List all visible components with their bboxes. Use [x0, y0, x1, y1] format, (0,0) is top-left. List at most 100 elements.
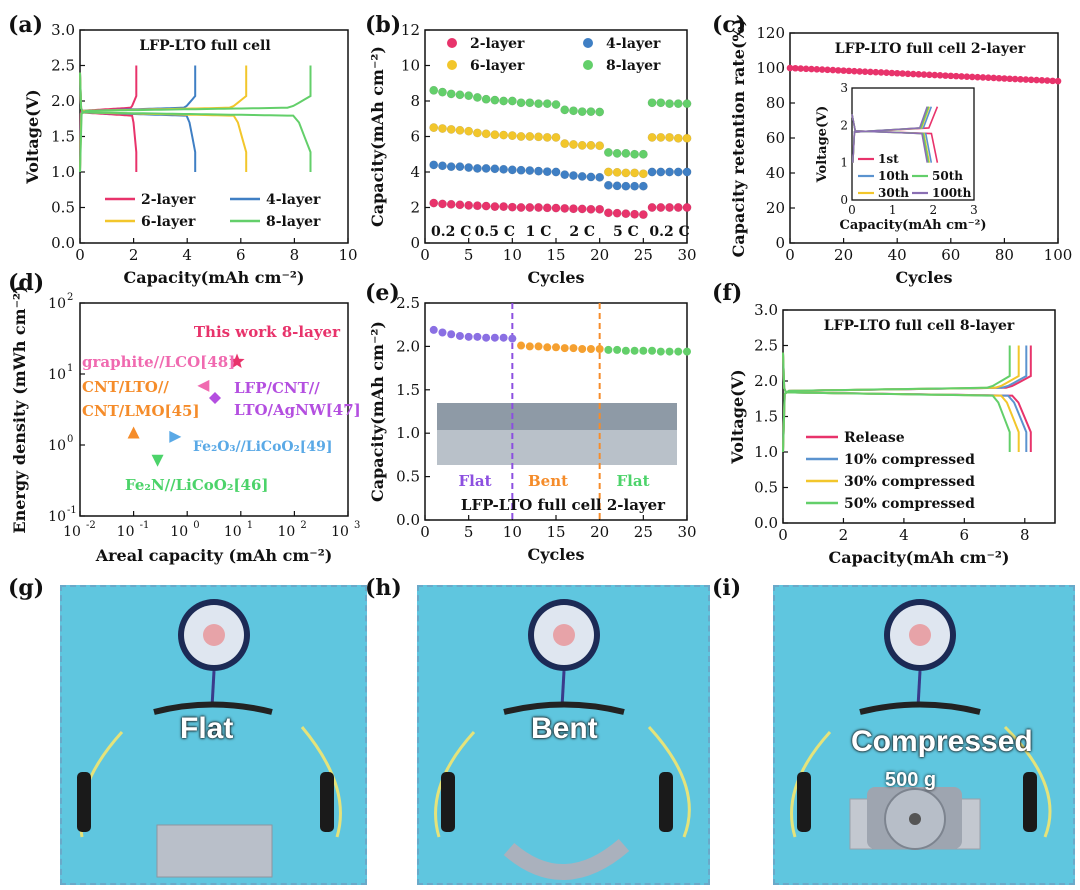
x-tick-label: 10 — [277, 524, 295, 540]
data-point-8-layer — [621, 148, 631, 158]
x-tick-label: 8 — [1020, 526, 1030, 544]
panel-label-g: (g) — [8, 575, 44, 601]
data-point-8-layer — [612, 148, 622, 158]
y-axis-label: Capacity retention rate(%) — [729, 19, 748, 258]
data-point-retention — [979, 74, 987, 81]
data-point-2-layer — [577, 204, 587, 214]
data-point-4-layer — [569, 171, 578, 181]
data-point — [447, 330, 456, 339]
point-label-1: LFP/CNT// — [234, 379, 320, 397]
plot-frame — [782, 309, 1056, 524]
y-tick-exponent: 1 — [67, 363, 73, 374]
x-tick-label: 25 — [634, 523, 653, 541]
inset-legend-label: 30th — [878, 186, 909, 200]
data-point-2-layer — [551, 203, 561, 213]
data-point-8-layer — [682, 99, 692, 109]
x-tick-label: 100 — [1044, 246, 1073, 264]
data-point — [464, 332, 473, 341]
x-tick-label: 10 — [338, 246, 357, 264]
inset-series-line-100th-charge — [852, 106, 928, 163]
x-tick-label: 6 — [236, 246, 246, 264]
data-point-4-layer — [464, 163, 474, 173]
data-point-4-layer — [612, 181, 622, 191]
chart-c: 0 20 40 60 80 100020406080100120CyclesCapacit… — [729, 19, 1072, 287]
data-point — [648, 346, 657, 355]
data-point-retention — [1011, 75, 1019, 83]
data-point-2-layer — [586, 204, 596, 214]
y-tick-exponent: 2 — [67, 292, 73, 303]
point-label-2: LTO/AgNW[47] — [234, 401, 361, 419]
data-point-retention — [974, 73, 981, 81]
data-point-8-layer — [472, 93, 482, 102]
fan-icon — [884, 599, 956, 671]
data-point-2-layer — [595, 204, 605, 214]
series-line-8-layer-discharge — [79, 72, 312, 172]
x-tick-label: 2 — [839, 526, 849, 544]
x-tick-label: 0 — [420, 523, 430, 541]
data-point-8-layer — [499, 96, 509, 106]
data-point-6-layer — [673, 133, 683, 143]
data-point-triangle — [127, 426, 140, 439]
data-point-2-layer — [429, 198, 439, 208]
data-point-6-layer — [612, 167, 622, 177]
x-tick-exponent: 3 — [354, 520, 360, 531]
data-point-retention — [926, 71, 933, 79]
data-point-retention — [952, 72, 960, 80]
x-tick-label: 60 — [941, 246, 960, 264]
panel-label-a: (a) — [8, 12, 43, 38]
x-axis-label: Capacity(mAh cm⁻²) — [124, 268, 305, 287]
data-point-retention — [851, 67, 858, 75]
data-point — [534, 342, 543, 351]
data-point — [683, 347, 691, 356]
photo-label-compressed: Compressed — [851, 725, 1033, 758]
data-point-6-layer — [621, 168, 631, 178]
y-tick-label: 8 — [410, 92, 420, 110]
data-point-diamond — [208, 391, 221, 404]
point-label: Fe₂N//LiCoO₂[46] — [125, 476, 269, 494]
data-point-8-layer — [647, 98, 657, 108]
photo-compressed: Compressed 500 g — [773, 585, 1075, 885]
data-point-6-layer — [490, 130, 500, 140]
inset-frame — [851, 87, 975, 201]
x-tick-exponent: -1 — [140, 520, 150, 531]
y-tick-label: 3.0 — [51, 21, 75, 39]
data-point-8-layer — [542, 99, 552, 109]
y-tick-label: 0.5 — [754, 479, 778, 497]
data-point-6-layer — [516, 132, 526, 141]
data-point-8-layer — [569, 106, 578, 116]
legend-swatch — [583, 60, 593, 70]
data-point-6-layer — [446, 124, 456, 134]
data-point-retention — [899, 70, 906, 77]
data-point-8-layer — [455, 90, 465, 100]
data-point — [674, 347, 683, 356]
data-point-retention — [834, 67, 842, 74]
data-point-6-layer — [525, 132, 535, 141]
x-tick-label: 10 — [63, 524, 81, 540]
x-tick-label: 10 — [503, 246, 522, 264]
y-axis-label: Capacity(mAh cm⁻²) — [368, 46, 387, 227]
data-point-2-layer — [682, 203, 692, 212]
x-tick-label: 30 — [677, 523, 696, 541]
x-tick-label: 2 — [129, 246, 139, 264]
data-point-2-layer — [665, 203, 674, 212]
data-point-2-layer — [603, 208, 613, 218]
legend-label: 2-layer — [141, 192, 196, 208]
data-point-6-layer — [569, 140, 578, 149]
y-tick-label: 1.5 — [754, 408, 778, 426]
data-point-2-layer — [438, 199, 447, 209]
rate-label: 5 C — [613, 224, 639, 240]
rate-label: 0.5 C — [475, 224, 515, 240]
data-point-2-layer — [525, 203, 535, 212]
panel-label-e: (e) — [365, 280, 400, 306]
y-tick-label: 20 — [766, 199, 785, 217]
y-tick-label: 1.5 — [51, 128, 75, 146]
data-point-2-layer — [472, 201, 482, 211]
data-point-retention — [818, 66, 826, 73]
photo-flat-scene — [77, 599, 342, 878]
data-point-4-layer — [516, 165, 526, 175]
series-line-4-layer-discharge — [79, 72, 197, 172]
photo-bent-scene — [434, 599, 691, 880]
data-point — [517, 341, 526, 350]
data-point-retention — [792, 64, 799, 72]
